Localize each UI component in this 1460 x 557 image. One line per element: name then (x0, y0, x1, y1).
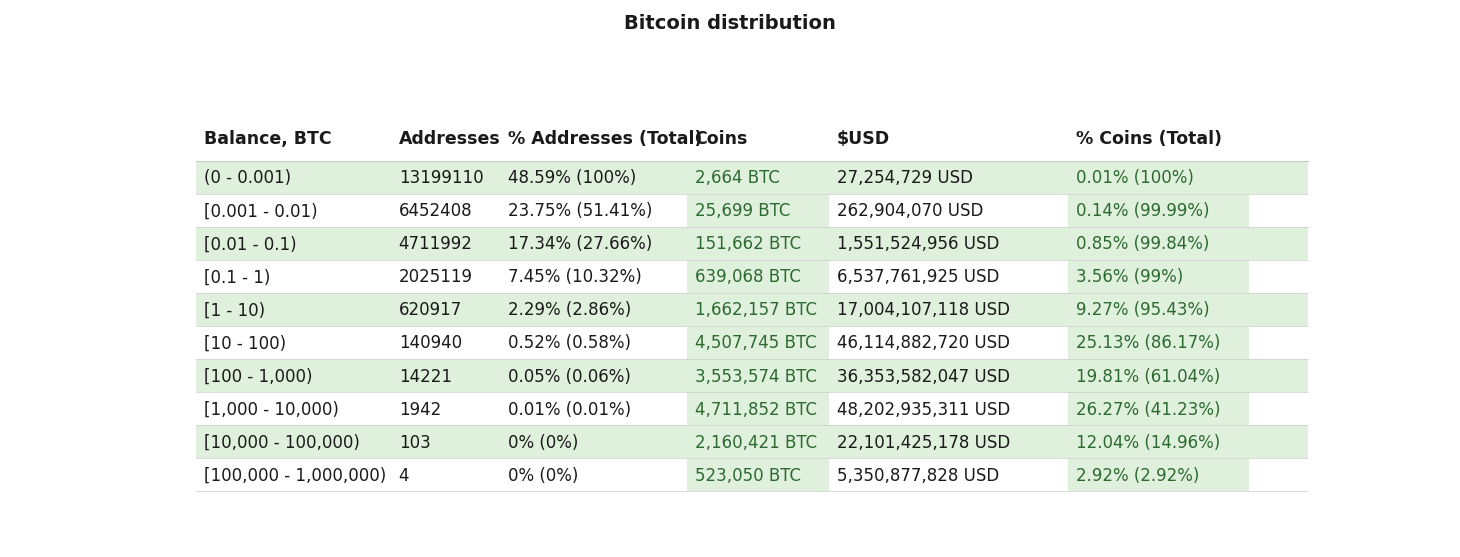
Bar (686, 260, 829, 294)
Bar (686, 194, 829, 227)
Bar (1069, 458, 1250, 491)
Text: 639,068 BTC: 639,068 BTC (695, 268, 800, 286)
Text: [0.001 - 0.01): [0.001 - 0.01) (204, 202, 318, 221)
Text: 4: 4 (399, 467, 409, 485)
Text: 17.34% (27.66%): 17.34% (27.66%) (508, 236, 653, 253)
Text: % Coins (Total): % Coins (Total) (1076, 130, 1222, 148)
Bar (1069, 326, 1250, 359)
Text: [0.1 - 1): [0.1 - 1) (204, 268, 270, 286)
Text: 48,202,935,311 USD: 48,202,935,311 USD (837, 400, 1010, 418)
Text: Addresses: Addresses (399, 130, 501, 148)
Text: 14221: 14221 (399, 368, 451, 385)
Text: 620917: 620917 (399, 301, 461, 320)
Text: 1,662,157 BTC: 1,662,157 BTC (695, 301, 816, 320)
Text: 48.59% (100%): 48.59% (100%) (508, 169, 637, 187)
Bar (686, 458, 829, 491)
Bar (196, 359, 1308, 392)
Text: 3.56% (99%): 3.56% (99%) (1076, 268, 1183, 286)
Text: [100 - 1,000): [100 - 1,000) (204, 368, 312, 385)
Text: Bitcoin distribution: Bitcoin distribution (623, 14, 837, 33)
Text: [1 - 10): [1 - 10) (204, 301, 266, 320)
Text: 0.01% (0.01%): 0.01% (0.01%) (508, 400, 631, 418)
Bar (1069, 392, 1250, 426)
Text: [1,000 - 10,000): [1,000 - 10,000) (204, 400, 339, 418)
Text: 27,254,729 USD: 27,254,729 USD (837, 169, 972, 187)
Bar (196, 458, 1308, 491)
Text: 17,004,107,118 USD: 17,004,107,118 USD (837, 301, 1010, 320)
Bar (196, 227, 1308, 260)
Bar (196, 260, 1308, 294)
Text: 6452408: 6452408 (399, 202, 472, 221)
Text: 523,050 BTC: 523,050 BTC (695, 467, 800, 485)
Text: 0.05% (0.06%): 0.05% (0.06%) (508, 368, 631, 385)
Text: [10,000 - 100,000): [10,000 - 100,000) (204, 433, 359, 452)
Text: 4711992: 4711992 (399, 236, 473, 253)
Text: 3,553,574 BTC: 3,553,574 BTC (695, 368, 816, 385)
Text: 5,350,877,828 USD: 5,350,877,828 USD (837, 467, 999, 485)
Text: 12.04% (14.96%): 12.04% (14.96%) (1076, 433, 1221, 452)
Text: 13199110: 13199110 (399, 169, 483, 187)
Text: % Addresses (Total): % Addresses (Total) (508, 130, 702, 148)
Text: [100,000 - 1,000,000): [100,000 - 1,000,000) (204, 467, 387, 485)
Bar (196, 426, 1308, 458)
Bar (196, 194, 1308, 227)
Text: 0.85% (99.84%): 0.85% (99.84%) (1076, 236, 1209, 253)
Text: [10 - 100): [10 - 100) (204, 335, 286, 353)
Text: 19.81% (61.04%): 19.81% (61.04%) (1076, 368, 1221, 385)
Text: $USD: $USD (837, 130, 891, 148)
Text: 151,662 BTC: 151,662 BTC (695, 236, 800, 253)
Bar (196, 294, 1308, 326)
Text: Balance, BTC: Balance, BTC (204, 130, 331, 148)
Text: 2025119: 2025119 (399, 268, 473, 286)
Text: 2.92% (2.92%): 2.92% (2.92%) (1076, 467, 1199, 485)
Bar (196, 326, 1308, 359)
Text: 2.29% (2.86%): 2.29% (2.86%) (508, 301, 631, 320)
Text: 36,353,582,047 USD: 36,353,582,047 USD (837, 368, 1010, 385)
Bar (686, 392, 829, 426)
Text: 7.45% (10.32%): 7.45% (10.32%) (508, 268, 641, 286)
Text: 1942: 1942 (399, 400, 441, 418)
Text: 0% (0%): 0% (0%) (508, 433, 578, 452)
Text: 26.27% (41.23%): 26.27% (41.23%) (1076, 400, 1221, 418)
Text: 0.52% (0.58%): 0.52% (0.58%) (508, 335, 631, 353)
Bar (196, 112, 1308, 161)
Text: 0.14% (99.99%): 0.14% (99.99%) (1076, 202, 1209, 221)
Text: 9.27% (95.43%): 9.27% (95.43%) (1076, 301, 1210, 320)
Text: (0 - 0.001): (0 - 0.001) (204, 169, 291, 187)
Text: 22,101,425,178 USD: 22,101,425,178 USD (837, 433, 1010, 452)
Text: 2,160,421 BTC: 2,160,421 BTC (695, 433, 816, 452)
Bar (686, 326, 829, 359)
Text: 23.75% (51.41%): 23.75% (51.41%) (508, 202, 653, 221)
Bar (1069, 260, 1250, 294)
Text: 25,699 BTC: 25,699 BTC (695, 202, 790, 221)
Text: 25.13% (86.17%): 25.13% (86.17%) (1076, 335, 1221, 353)
Text: [0.01 - 0.1): [0.01 - 0.1) (204, 236, 296, 253)
Text: 1,551,524,956 USD: 1,551,524,956 USD (837, 236, 999, 253)
Text: 46,114,882,720 USD: 46,114,882,720 USD (837, 335, 1010, 353)
Text: 103: 103 (399, 433, 431, 452)
Text: 140940: 140940 (399, 335, 461, 353)
Text: 262,904,070 USD: 262,904,070 USD (837, 202, 983, 221)
Bar (196, 161, 1308, 194)
Text: 4,507,745 BTC: 4,507,745 BTC (695, 335, 816, 353)
Text: Coins: Coins (695, 130, 748, 148)
Text: 0.01% (100%): 0.01% (100%) (1076, 169, 1194, 187)
Bar (1069, 194, 1250, 227)
Bar (196, 392, 1308, 426)
Text: 4,711,852 BTC: 4,711,852 BTC (695, 400, 816, 418)
Text: 6,537,761,925 USD: 6,537,761,925 USD (837, 268, 999, 286)
Text: 0% (0%): 0% (0%) (508, 467, 578, 485)
Text: 2,664 BTC: 2,664 BTC (695, 169, 780, 187)
